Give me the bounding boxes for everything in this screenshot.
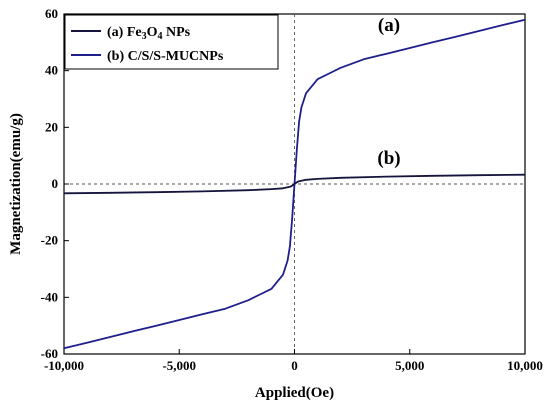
legend-label-a-part3: NPs: [162, 25, 190, 40]
y-tick-label: -60: [41, 346, 58, 361]
annotation-b: (b): [377, 148, 400, 169]
legend-box: [64, 14, 279, 70]
x-tick-label: -10,000: [44, 358, 84, 373]
annotation-a: (a): [378, 15, 400, 36]
x-tick-label: 5,000: [395, 358, 424, 373]
y-tick-label: 60: [45, 6, 58, 21]
legend-label-a-sub2: 4: [157, 31, 162, 42]
y-axis-title: Magnetization(emu/g): [8, 113, 24, 255]
x-tick-label: 0: [291, 358, 298, 373]
series-line-b: [63, 173, 526, 195]
legend-label-a: (a) Fe3O4 NPs: [107, 25, 191, 42]
legend-label-a-part2: O: [147, 25, 158, 40]
x-axis-ticks: -10,000 -5,000 0 5,000 10,000: [44, 349, 543, 373]
legend-label-b: (b) C/S/S-MUCNPs: [107, 49, 224, 64]
x-axis-title: Applied(Oe): [255, 385, 334, 401]
legend-label-a-part1: (a) Fe: [107, 25, 142, 40]
legend-label-a-sub1: 3: [142, 31, 147, 42]
y-tick-label: -40: [41, 289, 58, 304]
y-tick-label: -20: [41, 233, 58, 248]
series-layer: [63, 18, 526, 350]
x-tick-label: 10,000: [507, 358, 543, 373]
y-tick-label: 20: [45, 119, 58, 134]
x-tick-label: -5,000: [162, 358, 196, 373]
y-tick-label: 40: [45, 63, 58, 78]
y-tick-label: 0: [52, 176, 59, 191]
legend: (a) Fe3O4 NPs (b) C/S/S-MUCNPs: [64, 14, 279, 70]
y-axis-ticks: -60 -40 -20 0 20 40 60: [41, 6, 69, 361]
